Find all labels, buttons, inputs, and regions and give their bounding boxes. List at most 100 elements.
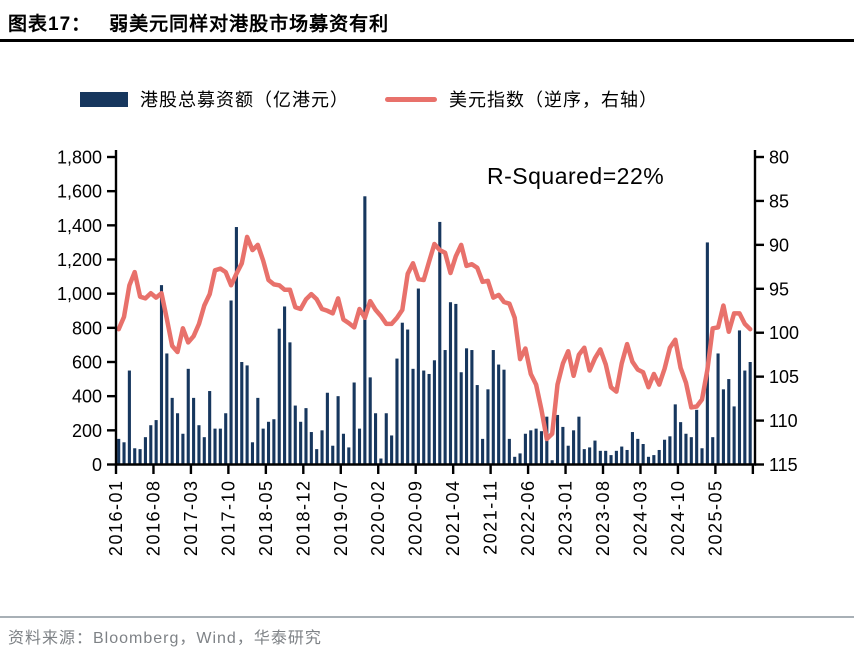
y-right-tick-label: 85: [769, 191, 789, 211]
bar: [176, 413, 180, 465]
bar: [368, 377, 372, 465]
x-tick-label: 2022-06: [518, 480, 538, 557]
bar: [299, 421, 303, 465]
bar: [304, 408, 308, 465]
x-tick-label: 2025-05: [705, 480, 725, 557]
bar: [202, 437, 206, 465]
bar: [192, 397, 196, 465]
y-left-tick-label: 200: [72, 421, 102, 441]
bar: [630, 432, 634, 465]
bar: [721, 389, 725, 465]
bar: [636, 438, 640, 465]
bar: [572, 430, 576, 465]
usd-index-line: [116, 234, 753, 442]
bar: [352, 382, 356, 465]
bar: [641, 444, 645, 465]
x-tick-label: 2017-10: [218, 480, 238, 557]
bar: [459, 372, 463, 465]
chart-legend: 港股总募资额（亿港元） 美元指数（逆序，右轴）: [80, 86, 658, 112]
bar: [491, 350, 495, 465]
bar: [117, 438, 121, 465]
bar: [406, 329, 410, 465]
y-left-tick-label: 1,000: [57, 284, 102, 304]
bar: [486, 389, 490, 465]
bar: [309, 432, 313, 465]
bar: [208, 391, 212, 465]
bar: [256, 397, 260, 465]
bar: [395, 358, 399, 465]
bar: [261, 428, 265, 465]
bar: [582, 449, 586, 465]
bar: [336, 396, 340, 465]
bar: [593, 440, 597, 465]
legend-bar-label: 港股总募资额（亿港元）: [140, 90, 349, 110]
bar: [518, 453, 522, 465]
x-tick-label: 2016-08: [143, 480, 163, 557]
bar: [620, 446, 624, 465]
bar: [170, 397, 174, 465]
bar: [684, 433, 688, 465]
x-tick-label: 2016-01: [106, 480, 126, 557]
bar: [539, 431, 544, 465]
y-right-tick-label: 95: [769, 279, 789, 299]
bar: [416, 288, 420, 465]
bar: [614, 450, 618, 465]
y-right-tick-label: 100: [769, 323, 799, 343]
bar: [566, 445, 570, 465]
bar: [277, 328, 281, 465]
bar: [154, 420, 158, 465]
bar: [604, 450, 608, 465]
bar: [743, 370, 747, 465]
bar: [374, 413, 378, 465]
y-right-tick-label: 90: [769, 235, 789, 255]
bar: [143, 437, 147, 465]
y-left-tick-label: 400: [72, 387, 102, 407]
bar: [609, 455, 613, 465]
figure-header: 图表17： 弱美元同样对港股市场募资有利: [8, 9, 389, 36]
bar: [711, 437, 715, 465]
legend-line-swatch-icon: [385, 96, 437, 102]
x-tick-label: 2021-11: [481, 480, 501, 555]
bar: [347, 447, 351, 465]
bar: [390, 435, 394, 465]
bar: [218, 428, 222, 465]
bar: [149, 425, 153, 465]
bar: [320, 430, 324, 465]
y-left-tick-label: 800: [72, 318, 102, 338]
bar: [625, 449, 629, 465]
title-rule: [0, 39, 854, 42]
x-tick-label: 2023-01: [556, 480, 576, 557]
bar: [598, 450, 602, 465]
bar: [700, 448, 704, 465]
bar: [325, 392, 329, 465]
y-left-tick-label: 1,800: [57, 148, 102, 168]
bar: [555, 414, 560, 465]
bar: [229, 300, 233, 465]
bar: [283, 306, 287, 465]
y-left-tick-label: 1,600: [57, 182, 102, 202]
bar: [646, 456, 651, 465]
figure-number: 图表17：: [8, 14, 92, 35]
bar: [448, 302, 453, 465]
x-tick-label: 2024-10: [668, 480, 688, 557]
bar: [133, 448, 137, 465]
bar: [122, 442, 126, 465]
bar: [497, 364, 501, 465]
chart-canvas: 0 200 400 600 800 1,000 1,200 1,400 1,600 1,800 80…: [57, 148, 799, 557]
bar: [384, 413, 388, 465]
y-right-tick-label: 115: [769, 455, 798, 475]
bar: [454, 303, 458, 465]
bar: [695, 409, 699, 465]
r-squared-annotation: R-Squared=22%: [487, 163, 665, 189]
y-right-tick-label: 80: [769, 148, 789, 168]
bar: [475, 385, 479, 465]
x-tick-label: 2017-03: [181, 480, 201, 557]
bar: [159, 285, 164, 465]
bar: [240, 362, 244, 465]
bar: [588, 447, 592, 465]
x-tick-label: 2019-07: [331, 480, 351, 557]
bar: [432, 360, 436, 465]
bar: [250, 442, 255, 465]
x-tick-label: 2018-12: [293, 480, 313, 557]
bar: [266, 421, 271, 465]
